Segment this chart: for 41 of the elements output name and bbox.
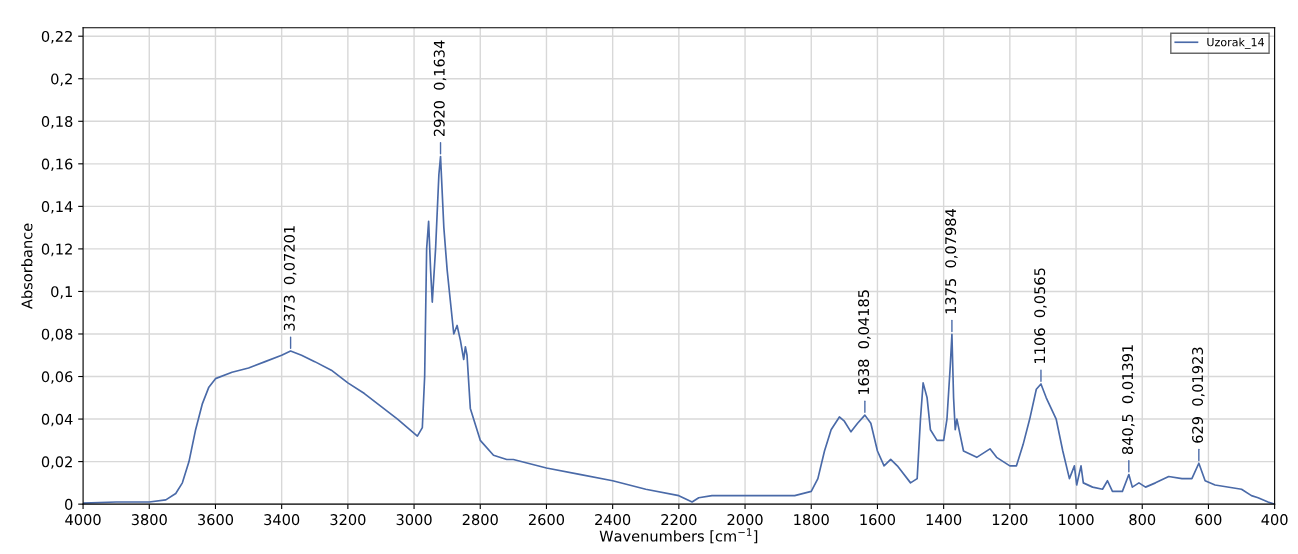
annotation: 840,5 0,01391 [1122, 345, 1135, 455]
x-tick-label: 2000 [727, 514, 763, 526]
annotation: 1638 0,04185 [858, 290, 871, 395]
x-tick-label: 1000 [1059, 514, 1094, 526]
x-tick-label: 3000 [396, 514, 432, 526]
x-tick-label: 1800 [794, 514, 829, 526]
y-tick-label: 0,04 [41, 413, 73, 427]
x-tick-label: 800 [1129, 514, 1156, 526]
y-tick-label: 0,12 [41, 243, 72, 257]
x-tick-label: 3400 [264, 514, 300, 526]
y-tick-label: 0,22 [41, 30, 72, 44]
y-tick-label: 0,14 [41, 201, 73, 214]
x-tick-label: 600 [1195, 514, 1222, 526]
y-axis-title: Absorbance [21, 223, 33, 309]
x-tick-label: 1200 [992, 514, 1028, 526]
y-tick-label: 0,02 [41, 456, 72, 469]
x-tick-label: 400 [1261, 514, 1288, 526]
annotation: 1375 0,07984 [945, 209, 958, 314]
y-tick-label: 0,1 [51, 286, 72, 299]
x-tick-label: 2200 [661, 514, 697, 526]
x-tick-label: 3200 [330, 514, 366, 526]
x-tick-label: 3800 [131, 514, 167, 526]
y-tick-label: 0,2 [51, 73, 72, 86]
x-tick-label: 3600 [198, 514, 234, 526]
annotation: 2920 0,1634 [433, 40, 447, 137]
x-tick-label: 4000 [65, 514, 101, 526]
legend-label: Uzorak_14 [1207, 37, 1265, 49]
annotation: 1106 0,0565 [1034, 268, 1047, 363]
x-tick-label: 2600 [528, 514, 565, 526]
y-tick-label: 0 [65, 498, 73, 510]
x-tick-label: 2800 [462, 514, 498, 526]
x-tick-label: 2400 [595, 514, 631, 526]
x-axis-title: Wavenumbers [cm$^{−1}$] [599, 528, 758, 544]
x-tick-label: 1400 [926, 514, 962, 526]
x-tick-label: 1600 [860, 514, 896, 526]
annotation: 3373 0,07201 [283, 226, 297, 331]
annotation: 629 0,01923 [1192, 347, 1205, 443]
y-tick-label: 0,08 [41, 328, 73, 342]
y-tick-label: 0,18 [41, 116, 73, 129]
y-tick-label: 0,16 [41, 158, 73, 172]
y-tick-label: 0,06 [41, 371, 73, 384]
